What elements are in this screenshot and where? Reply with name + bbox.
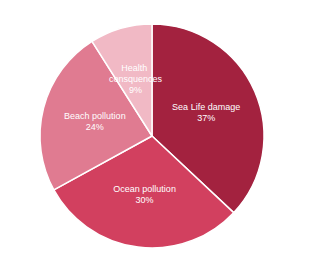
svg-text:24%: 24% [86,122,104,132]
svg-text:30%: 30% [136,195,154,205]
svg-text:9%: 9% [129,85,142,95]
svg-text:consquences: consquences [109,74,163,84]
svg-text:Health: Health [121,63,150,73]
svg-text:37%: 37% [197,113,215,123]
svg-text:Ocean pollution: Ocean pollution [113,184,176,194]
svg-text:Beach pollution: Beach pollution [64,111,126,121]
svg-text:Sea Life damage: Sea Life damage [172,102,240,112]
